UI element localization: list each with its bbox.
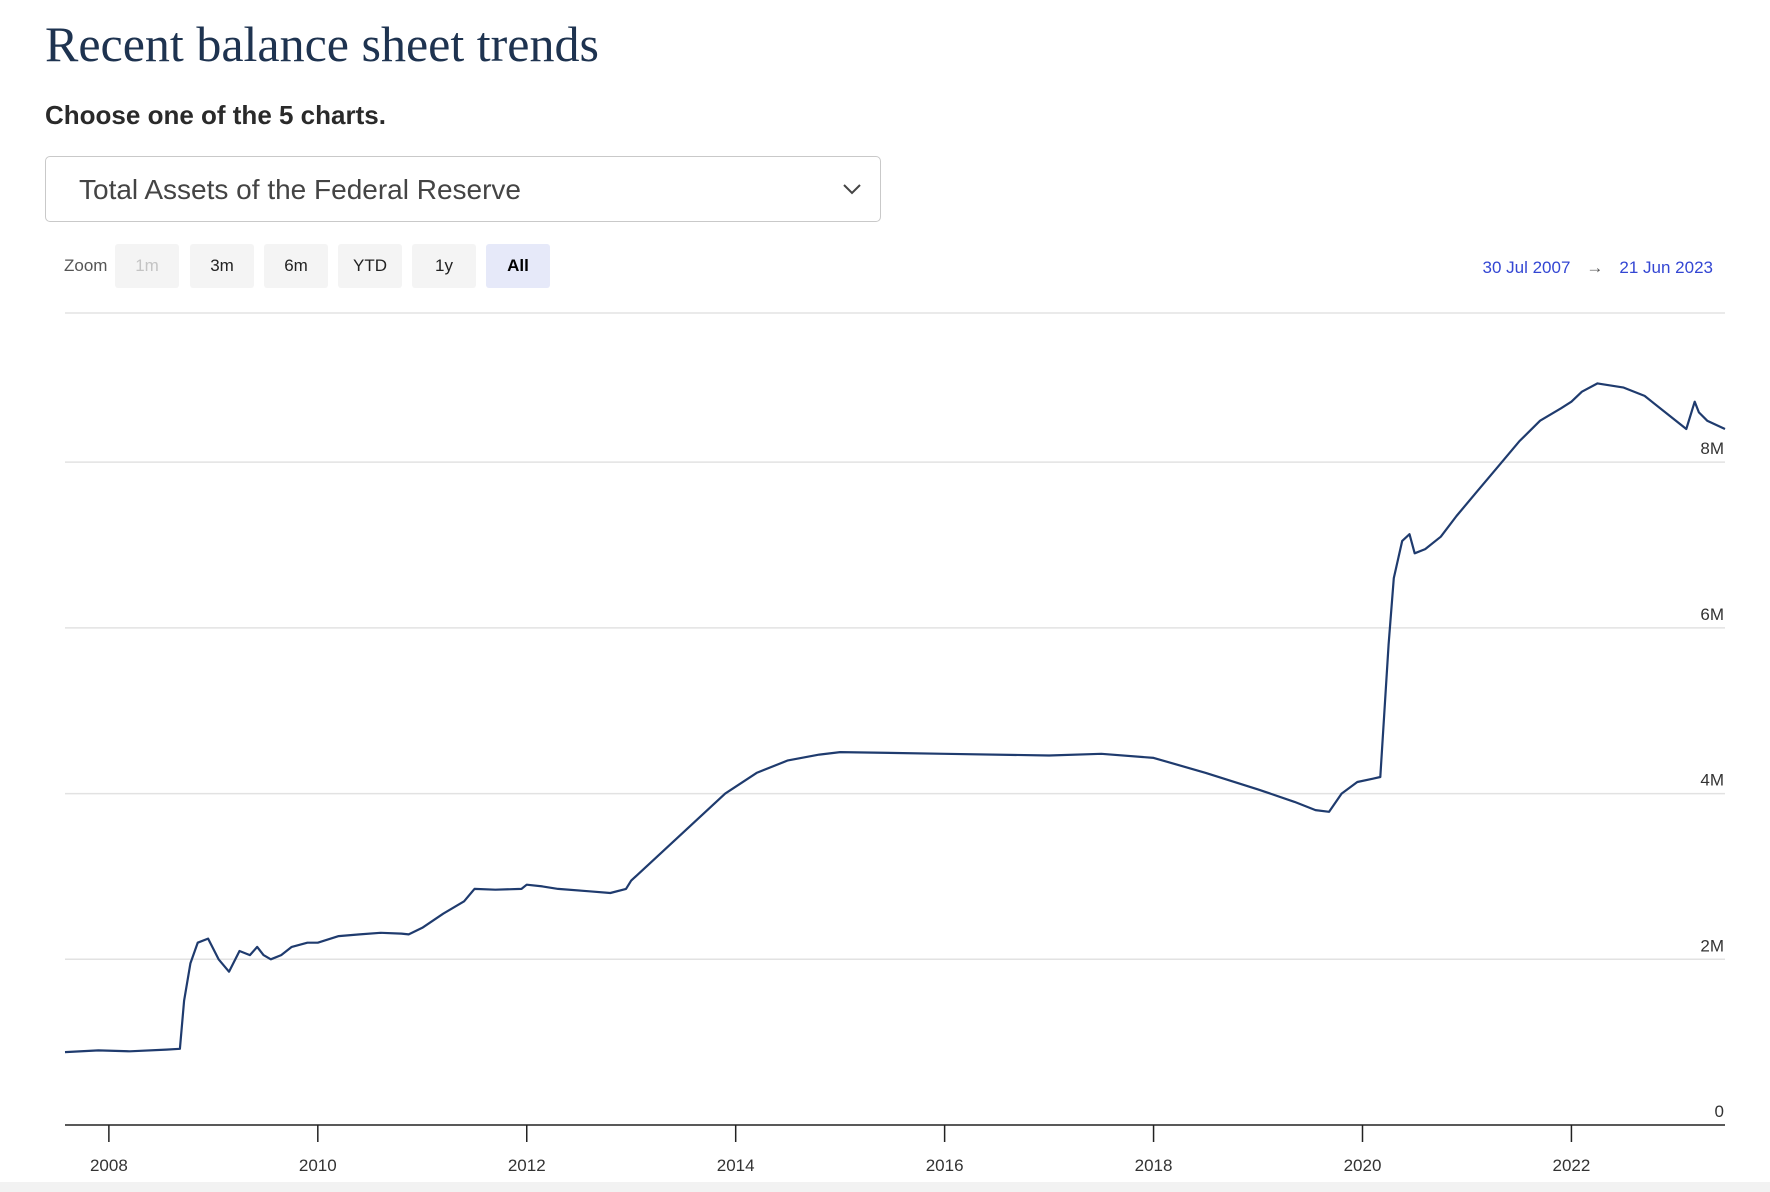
y-tick-label: 4M bbox=[1700, 771, 1724, 790]
y-tick-label: 0 bbox=[1715, 1102, 1724, 1121]
selected-chart-value: Total Assets of the Federal Reserve bbox=[79, 174, 521, 205]
y-tick-label: 6M bbox=[1700, 605, 1724, 624]
y-axis: 0 2M 4M 6M 8M bbox=[1700, 439, 1724, 1121]
x-tick-label: 2020 bbox=[1344, 1156, 1382, 1175]
y-tick-label: 2M bbox=[1700, 936, 1724, 955]
zoom-1m-button[interactable]: 1m bbox=[115, 244, 179, 288]
bottom-strip bbox=[0, 1182, 1770, 1192]
y-tick-label: 8M bbox=[1700, 439, 1724, 458]
range-start-date[interactable]: 30 Jul 2007 bbox=[1482, 258, 1571, 277]
x-tick-label: 2008 bbox=[90, 1156, 128, 1175]
date-range-display: 30 Jul 2007 → 21 Jun 2023 bbox=[1483, 257, 1714, 279]
zoom-1y-button[interactable]: 1y bbox=[412, 244, 476, 288]
grid-lines bbox=[65, 461, 1725, 961]
x-tick-label: 2018 bbox=[1135, 1156, 1173, 1175]
chart-chooser-heading: Choose one of the 5 charts. bbox=[45, 100, 386, 130]
zoom-3m-button[interactable]: 3m bbox=[190, 244, 254, 288]
x-tick-label: 2012 bbox=[508, 1156, 546, 1175]
zoom-6m-button[interactable]: 6m bbox=[264, 244, 328, 288]
zoom-label: Zoom bbox=[64, 256, 108, 275]
series-line-total-assets bbox=[64, 382, 1726, 1054]
x-tick-label: 2022 bbox=[1553, 1156, 1591, 1175]
chart-selector-dropdown[interactable]: Total Assets of the Federal Reserve bbox=[45, 156, 881, 222]
range-arrow: → bbox=[1586, 258, 1604, 277]
chevron-down-icon bbox=[843, 184, 861, 195]
zoom-ytd-button[interactable]: YTD bbox=[338, 244, 402, 288]
page-title: Recent balance sheet trends bbox=[45, 16, 599, 72]
range-end-date[interactable]: 21 Jun 2023 bbox=[1619, 258, 1713, 277]
x-tick-label: 2010 bbox=[299, 1156, 337, 1175]
zoom-all-button[interactable]: All bbox=[486, 244, 550, 288]
x-tick-label: 2016 bbox=[926, 1156, 964, 1175]
x-tick-label: 2014 bbox=[717, 1156, 755, 1175]
x-axis: 2008 2010 2012 2014 2016 2018 2020 2022 bbox=[90, 1125, 1590, 1175]
